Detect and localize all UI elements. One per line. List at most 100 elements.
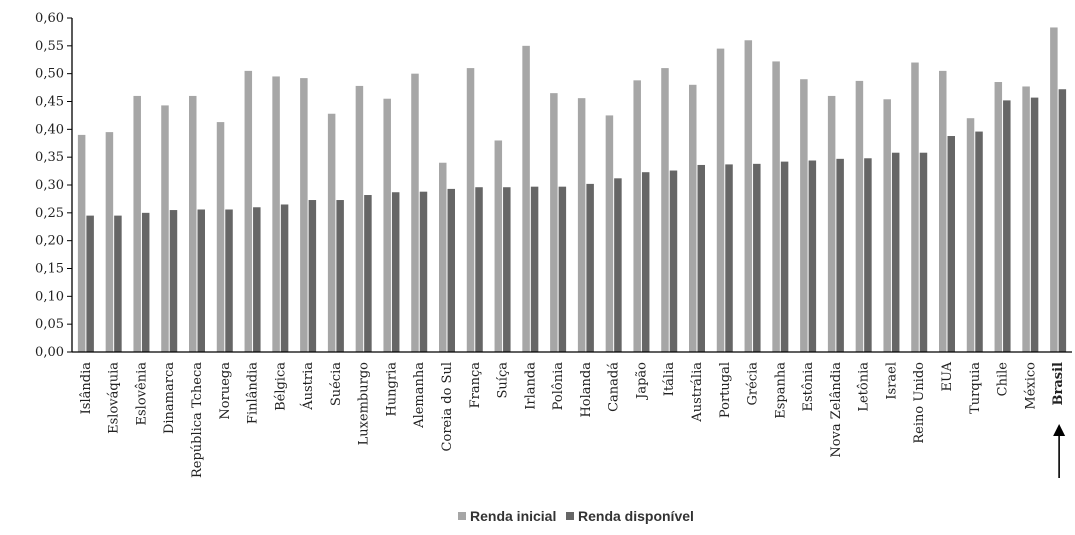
y-axis: 0,00 0,05 0,10 0,15 0,20 0,25 0,30 0,35 0,40 0,45… (35, 11, 73, 360)
bar-renda-inicial (133, 95, 141, 352)
y-tick-label: 0,05 (35, 317, 64, 332)
x-category-label: Turquia (968, 362, 983, 414)
bars (77, 27, 1067, 353)
bar-renda-disponivel (697, 164, 705, 352)
y-tick-label: 0,35 (35, 150, 64, 165)
x-category-label: República Tcheca (190, 362, 205, 478)
bar-renda-disponivel (391, 192, 400, 352)
bar-renda-disponivel (725, 164, 733, 352)
bar-renda-disponivel (669, 170, 678, 352)
x-category-label: Coreia do Sul (440, 362, 455, 451)
x-category-label: Nova Zelândia (829, 362, 844, 458)
x-category-label: EUA (940, 361, 955, 391)
bar-renda-inicial (633, 80, 641, 352)
bar-renda-disponivel (753, 163, 761, 352)
bar-renda-disponivel (947, 136, 955, 352)
x-category-label: Eslováquia (107, 362, 122, 434)
highlight-arrow-icon (1053, 424, 1066, 436)
bar-renda-disponivel (614, 178, 622, 352)
x-category-label: Japão (634, 362, 649, 401)
bar-renda-disponivel (1058, 89, 1067, 353)
y-tick-label: 0,00 (35, 345, 64, 360)
bar-renda-disponivel (197, 209, 205, 352)
bar-renda-disponivel (864, 158, 872, 352)
x-category-label: Letônia (857, 362, 872, 412)
bar-renda-inicial (716, 48, 725, 352)
bar-renda-disponivel (503, 187, 511, 352)
bar-renda-disponivel (86, 215, 94, 352)
bar-renda-inicial (161, 105, 169, 352)
legend-swatch (566, 512, 574, 520)
x-category-label: Austrália (690, 362, 705, 423)
x-category-label: Noruega (218, 362, 233, 420)
y-tick-label: 0,60 (35, 11, 64, 26)
bar-renda-disponivel (919, 152, 928, 352)
bar-renda-inicial (77, 134, 86, 352)
x-category-label: Hungria (384, 362, 399, 417)
x-category-label: Eslovênia (134, 362, 149, 426)
bar-renda-inicial (355, 85, 364, 352)
bar-renda-inicial (300, 78, 308, 353)
bar-renda-inicial (605, 115, 614, 353)
bar-renda-inicial (522, 45, 530, 352)
x-category-label: Grécia (746, 362, 761, 406)
bar-renda-disponivel (447, 188, 455, 352)
bar-renda-inicial (439, 162, 447, 352)
bar-renda-inicial (105, 132, 114, 352)
bar-renda-inicial (1022, 86, 1030, 352)
x-category-label: Holanda (579, 362, 594, 418)
x-category-label: Brasil (1051, 362, 1066, 406)
x-category-label: Polônia (551, 362, 566, 411)
x-axis: Islândia Eslováquia Eslovênia Dinamarca Repú… (72, 351, 1072, 478)
bar-renda-inicial (966, 118, 975, 352)
bar-renda-inicial (550, 93, 558, 353)
x-category-label: Bélgica (273, 362, 288, 411)
bar-renda-inicial (216, 122, 225, 352)
bar-renda-inicial (272, 76, 280, 352)
x-category-label: França (468, 362, 483, 409)
bar-renda-disponivel (280, 204, 289, 352)
bar-renda-disponivel (169, 210, 178, 352)
bar-renda-inicial (327, 113, 336, 352)
x-category-label: Espanha (773, 362, 788, 419)
bar-renda-inicial (827, 95, 836, 352)
x-category-label: Reino Unido (912, 362, 927, 444)
legend-label: Renda inicial (470, 508, 556, 524)
bar-renda-disponivel (808, 160, 817, 352)
x-category-label: Chile (996, 362, 1011, 397)
x-category-label: Islândia (79, 362, 94, 415)
bar-renda-disponivel (114, 215, 122, 352)
bar-renda-inicial (244, 70, 253, 352)
y-tick-label: 0,30 (35, 178, 64, 193)
bar-renda-disponivel (558, 186, 567, 352)
x-category-label: México (1023, 362, 1038, 410)
y-tick-label: 0,15 (35, 262, 64, 277)
x-category-label: Áustria (300, 362, 316, 411)
bar-renda-disponivel (586, 183, 594, 352)
bar-renda-disponivel (1030, 97, 1039, 352)
bar-renda-inicial (939, 70, 947, 352)
bar-renda-inicial (189, 95, 197, 352)
bar-renda-disponivel (141, 212, 150, 352)
bar-renda-inicial (494, 140, 503, 352)
legend: Renda inicial Renda disponível (458, 508, 694, 524)
bar-renda-disponivel (336, 200, 344, 352)
y-tick-label: 0,45 (35, 95, 64, 110)
legend-label: Renda disponível (578, 508, 694, 524)
x-category-label: Itália (662, 362, 677, 396)
x-category-label: Finlândia (246, 362, 261, 424)
bar-renda-inicial (772, 61, 780, 353)
bar-renda-inicial (855, 80, 864, 353)
x-category-label: Estônia (801, 362, 816, 412)
x-category-label: Suíça (496, 362, 511, 399)
x-category-label: Irlanda (523, 362, 538, 410)
bar-renda-disponivel (641, 172, 650, 352)
bar-renda-inicial (994, 82, 1003, 353)
bar-renda-inicial (911, 62, 919, 353)
bar-renda-inicial (1050, 27, 1058, 353)
y-tick-label: 0,25 (35, 206, 64, 221)
bar-renda-disponivel (836, 158, 844, 352)
y-tick-label: 0,40 (35, 122, 64, 137)
x-category-label: Luxemburgo (357, 362, 372, 446)
